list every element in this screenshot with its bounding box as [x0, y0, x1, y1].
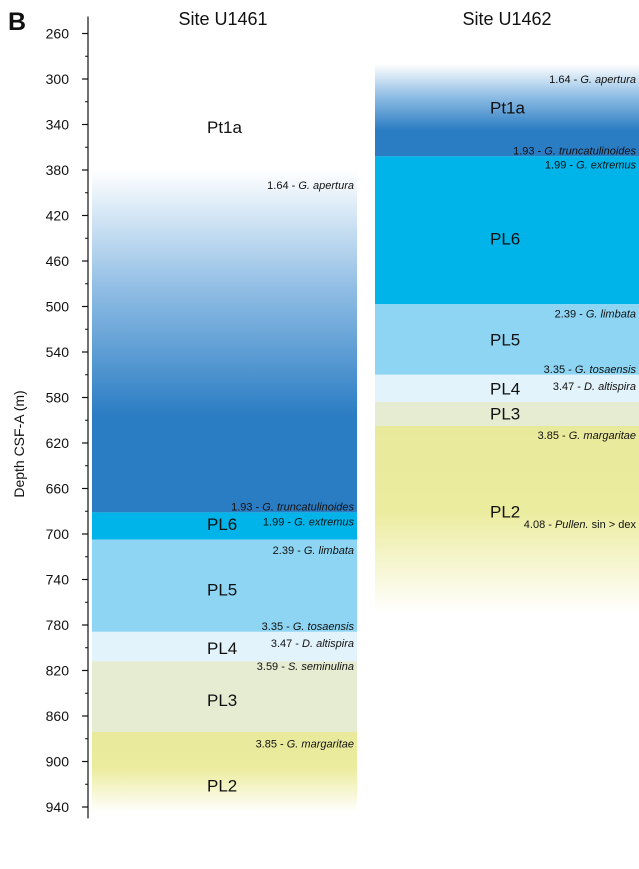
site-title: Site U1462 — [462, 9, 551, 29]
bioevent-label: 3.35 - G. tosaensis — [262, 621, 355, 633]
y-tick-label: 660 — [46, 481, 70, 497]
bioevent-label: 3.85 - G. margaritae — [256, 738, 354, 750]
bioevent-taxon: G. extremus — [576, 159, 636, 171]
bioevent-label: 3.47 - D. altispira — [271, 638, 354, 650]
zone-label: PL5 — [490, 330, 520, 349]
bioevent-label: 3.85 - G. margaritae — [538, 430, 636, 442]
bioevent-taxon: D. altispira — [584, 381, 636, 393]
zone-label: PL6 — [207, 515, 237, 534]
bioevent-label: 2.39 - G. limbata — [273, 545, 354, 557]
zone-label: PL2 — [490, 502, 520, 521]
bioevent-label: 1.64 - G. apertura — [267, 180, 354, 192]
bioevent-taxon: G. tosaensis — [575, 364, 637, 376]
zone-label: PL4 — [207, 639, 237, 658]
zone-label: PL3 — [490, 404, 520, 423]
bioevent-age: 3.35 - — [262, 621, 293, 633]
y-tick-label: 460 — [46, 253, 70, 269]
bioevent-age: 1.64 - — [549, 74, 580, 86]
y-axis-label: Depth CSF-A (m) — [11, 390, 27, 497]
y-tick-label: 620 — [46, 435, 70, 451]
bioevent-label: 2.39 - G. limbata — [555, 308, 636, 320]
y-tick-label: 300 — [46, 71, 70, 87]
bioevent-taxon: G. limbata — [304, 545, 354, 557]
y-tick-label: 340 — [46, 117, 70, 133]
y-tick-label: 900 — [46, 754, 70, 770]
bioevent-age: 1.93 - — [231, 502, 262, 514]
bioevent-taxon: G. margaritae — [287, 738, 354, 750]
bioevent-age: 3.85 - — [256, 738, 287, 750]
bioevent-age: 3.35 - — [544, 364, 575, 376]
zone-label: PL6 — [490, 229, 520, 248]
bioevent-taxon: G. apertura — [580, 74, 636, 86]
bioevent-age: 3.59 - — [257, 661, 288, 673]
zone-label: PL2 — [207, 776, 237, 795]
zone-label: PL5 — [207, 581, 237, 600]
y-tick-label: 420 — [46, 208, 70, 224]
bioevent-taxon: G. truncatulinoides — [262, 502, 354, 514]
bioevent-age: 1.64 - — [267, 180, 298, 192]
bioevent-age: 1.99 - — [545, 159, 576, 171]
bioevent-label: 3.47 - D. altispira — [553, 381, 636, 393]
bioevent-age: 4.08 - — [524, 519, 555, 531]
bioevent-age: 2.39 - — [555, 308, 586, 320]
bioevent-taxon: G. margaritae — [569, 430, 636, 442]
bioevent-label: 1.99 - G. extremus — [263, 516, 355, 528]
site-title: Site U1461 — [178, 9, 267, 29]
y-tick-label: 540 — [46, 344, 70, 360]
y-tick-label: 260 — [46, 26, 70, 42]
bioevent-age: 3.47 - — [271, 638, 302, 650]
bioevent-suffix: sin > dex — [589, 519, 637, 531]
site-column-u1461: Site U1461 Pt1a PL6 PL5 PL4 PL3 PL2 1.64 - G. a… — [92, 9, 357, 813]
bioevent-taxon: S. seminulina — [288, 661, 354, 673]
bioevent-taxon: D. altispira — [302, 638, 354, 650]
bioevent-label: 1.93 - G. truncatulinoides — [231, 502, 354, 514]
site-column-u1462: Site U1462 Pt1a PL6 PL5 PL4 PL3 PL2 1.64 - G. a… — [375, 9, 639, 614]
bioevent-taxon: Pullen. — [555, 519, 589, 531]
bioevent-age: 3.85 - — [538, 430, 569, 442]
y-tick-label: 380 — [46, 162, 70, 178]
bioevent-age: 2.39 - — [273, 545, 304, 557]
zone-pt1a-band — [92, 170, 357, 512]
bioevent-label: 1.99 - G. extremus — [545, 159, 637, 171]
bioevent-age: 1.93 - — [513, 146, 544, 158]
y-tick-label: 780 — [46, 617, 70, 633]
y-tick-label: 940 — [46, 799, 70, 815]
y-tick-label: 580 — [46, 390, 70, 406]
y-tick-label: 740 — [46, 572, 70, 588]
bioevent-age: 3.47 - — [553, 381, 584, 393]
bioevent-age: 1.99 - — [263, 516, 294, 528]
bioevent-label: 1.64 - G. apertura — [549, 74, 636, 86]
bioevent-taxon: G. apertura — [298, 180, 354, 192]
y-tick-label: 500 — [46, 299, 70, 315]
bioevent-taxon: G. truncatulinoides — [544, 146, 636, 158]
bioevent-taxon: G. tosaensis — [293, 621, 355, 633]
zone-label: Pt1a — [490, 98, 526, 117]
bioevent-taxon: G. extremus — [294, 516, 354, 528]
bioevent-taxon: G. limbata — [586, 308, 636, 320]
bioevent-label: 4.08 - Pullen. sin > dex — [524, 519, 637, 531]
zone-label: PL3 — [207, 691, 237, 710]
bioevent-label: 1.93 - G. truncatulinoides — [513, 146, 636, 158]
panel-label: B — [8, 8, 26, 36]
y-tick-label: 700 — [46, 526, 70, 542]
y-tick-label: 860 — [46, 708, 70, 724]
y-tick-label: 820 — [46, 663, 70, 679]
bioevent-label: 3.59 - S. seminulina — [257, 661, 354, 673]
bioevent-label: 3.35 - G. tosaensis — [544, 364, 637, 376]
zone-label: PL4 — [490, 379, 520, 398]
zone-label: Pt1a — [207, 118, 243, 137]
depth-axis: 260 300 340 380 420 460 500 540 580 620 660 700 740 7… — [46, 16, 88, 818]
